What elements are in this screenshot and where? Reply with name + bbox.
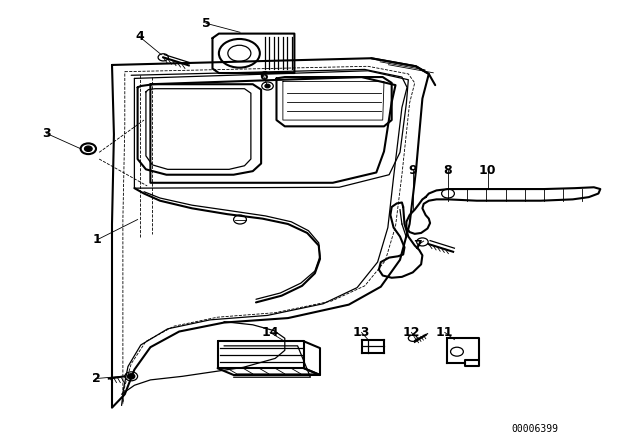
Text: 00006399: 00006399	[511, 424, 558, 434]
Text: 4: 4	[135, 30, 144, 43]
Text: 11: 11	[436, 326, 454, 339]
Circle shape	[84, 146, 92, 151]
Text: 13: 13	[353, 326, 371, 339]
Text: 7: 7	[413, 239, 422, 252]
Text: 3: 3	[42, 127, 51, 140]
Text: 10: 10	[479, 164, 497, 177]
Text: 5: 5	[202, 17, 211, 30]
Text: 8: 8	[444, 164, 452, 177]
Text: 12: 12	[403, 326, 420, 339]
Text: 9: 9	[408, 164, 417, 177]
Circle shape	[265, 84, 270, 88]
Circle shape	[128, 374, 134, 379]
Text: 6: 6	[259, 69, 268, 83]
Text: 14: 14	[261, 326, 279, 339]
Text: 2: 2	[92, 372, 100, 385]
Text: 1: 1	[93, 233, 102, 246]
